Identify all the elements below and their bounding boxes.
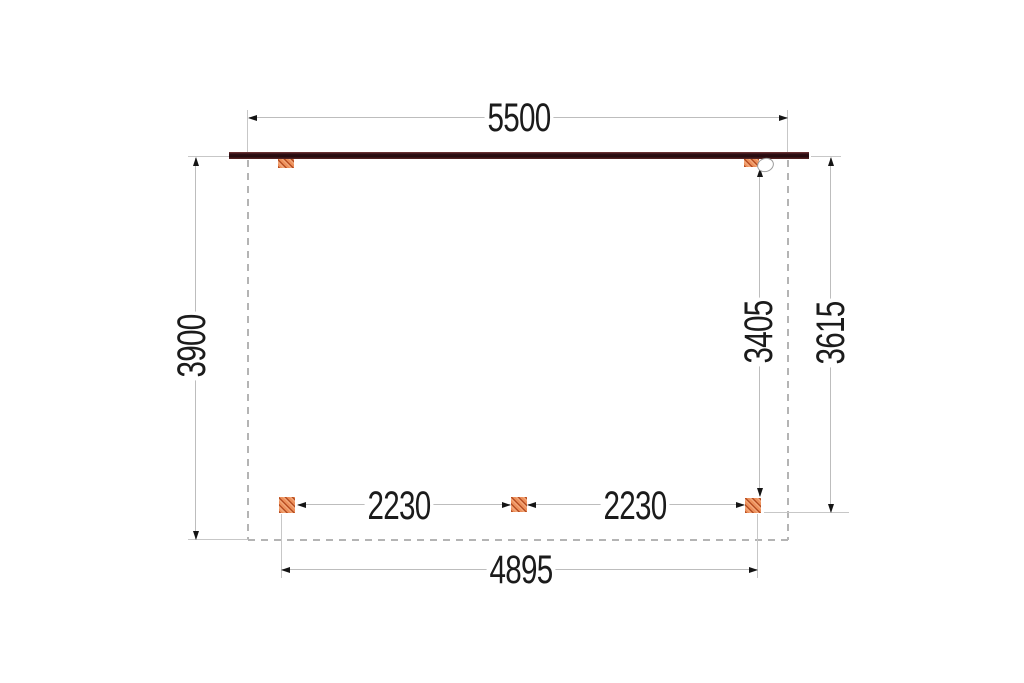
dim-post-span-arrow-right (749, 567, 758, 573)
dim-depth-total-ext-top (188, 156, 229, 157)
roof-beam (229, 152, 809, 159)
dim-depth-outer-label: 3615 (809, 298, 853, 368)
dim-depth-total-arrow-bottom (193, 531, 199, 540)
dashed-outline-left (247, 160, 249, 540)
dim-bay-left-label: 2230 (364, 486, 434, 526)
dim-depth-outer-arrow-top (828, 157, 834, 166)
dashed-outline-right (787, 160, 789, 540)
dim-depth-outer-arrow-bottom (828, 504, 834, 513)
dim-depth-inner-arrow-top (757, 168, 763, 177)
dim-post-span-ext-left (281, 514, 282, 578)
dim-bay-right-label: 2230 (600, 486, 670, 526)
post-bottom-left (279, 497, 295, 513)
post-top-right (744, 159, 759, 167)
dim-width-arrow-left (248, 115, 257, 121)
post-top-left (278, 159, 294, 168)
dim-width-label: 5500 (484, 98, 554, 138)
dim-depth-total-ext-bottom (188, 539, 248, 540)
post-bottom-middle (511, 497, 527, 512)
dim-depth-outer-ext-top (811, 156, 841, 157)
dim-depth-total-arrow-top (193, 157, 199, 166)
dim-post-span-arrow-left (281, 567, 290, 573)
dim-depth-inner-label: 3405 (737, 297, 781, 367)
dashed-outline-bottom (248, 539, 788, 541)
dim-width-ext-right (787, 110, 788, 152)
dim-depth-total-label: 3900 (170, 311, 214, 381)
dim-width-arrow-right (779, 115, 788, 121)
post-bottom-right (745, 498, 761, 513)
dim-width-ext-left (247, 110, 248, 152)
dim-post-span-label: 4895 (486, 550, 556, 590)
dim-bay-right-arrow-right (736, 502, 745, 508)
dim-bay-left-arrow-right (502, 502, 511, 508)
dim-bay-right-arrow-left (527, 502, 536, 508)
dim-bay-left-arrow-left (297, 502, 306, 508)
dim-post-span-ext-right (757, 514, 758, 578)
dim-depth-inner-arrow-bottom (757, 488, 763, 497)
dim-depth-outer-ext-bottom (764, 512, 849, 513)
